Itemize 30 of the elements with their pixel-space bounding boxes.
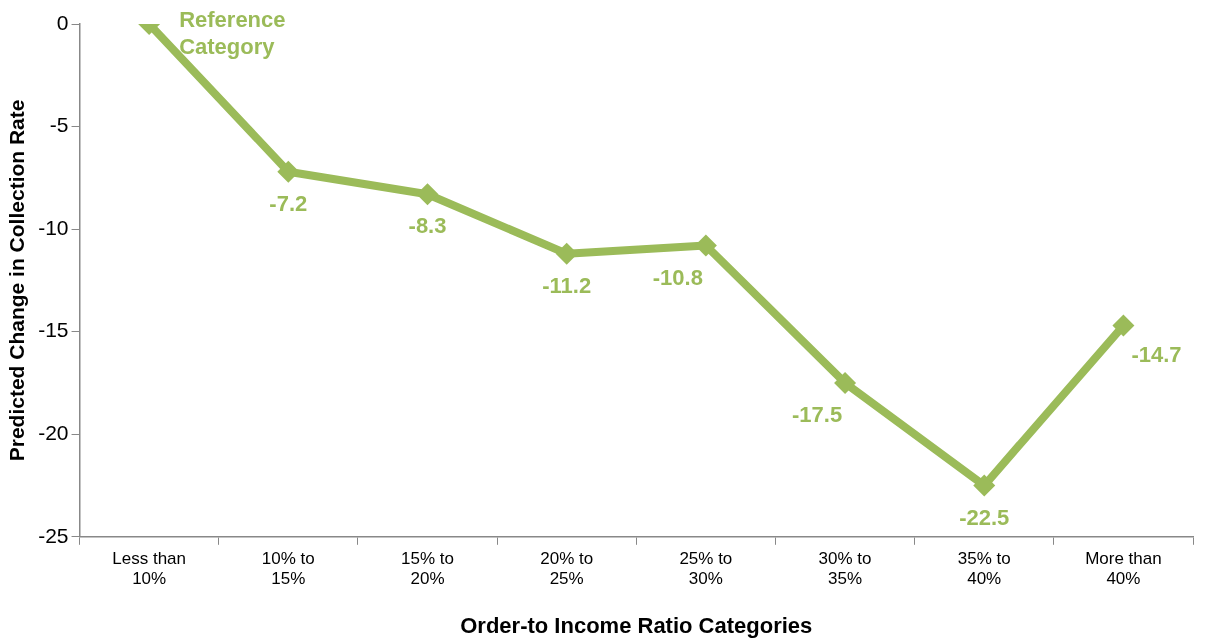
x-tick-label: 10% to 15% xyxy=(261,548,315,589)
x-tick-label: 30% to 35% xyxy=(818,548,872,589)
point xyxy=(973,474,996,497)
y-tick-label: -20 xyxy=(38,421,69,445)
y-tick-label: -15 xyxy=(38,318,69,342)
x-tick-label: 25% to 30% xyxy=(679,548,733,589)
point xyxy=(834,371,857,394)
point xyxy=(1112,314,1135,337)
point xyxy=(416,183,439,206)
data-label: -22.5 xyxy=(959,504,1010,530)
point xyxy=(555,242,578,265)
data-label: -14.7 xyxy=(1131,341,1182,367)
y-tick-label: -25 xyxy=(38,523,69,547)
y-tick-label: 0 xyxy=(56,10,69,34)
point xyxy=(277,160,300,183)
x-tick-label: Less than 10% xyxy=(112,548,187,589)
x-tick-label: 15% to 20% xyxy=(401,548,454,589)
data-label: -17.5 xyxy=(791,402,843,428)
x-tick-label: More than 40% xyxy=(1085,548,1162,589)
x-tick-label: 20% to 25% xyxy=(540,548,594,589)
x-tick-label: 35% to 40% xyxy=(957,548,1011,589)
annotation: Reference Category xyxy=(179,7,286,60)
data-label: -7.2 xyxy=(269,190,308,216)
data-label: -11.2 xyxy=(542,272,592,298)
y-tick-label: -10 xyxy=(38,215,69,239)
y-tick-label: -5 xyxy=(49,113,69,137)
y-axis-title: Predicted Change in Collection Rate xyxy=(5,99,29,462)
x-axis-title: Order-to Income Ratio Categories xyxy=(460,612,813,638)
data-label: -10.8 xyxy=(652,264,703,290)
data-label: -8.3 xyxy=(408,213,447,239)
